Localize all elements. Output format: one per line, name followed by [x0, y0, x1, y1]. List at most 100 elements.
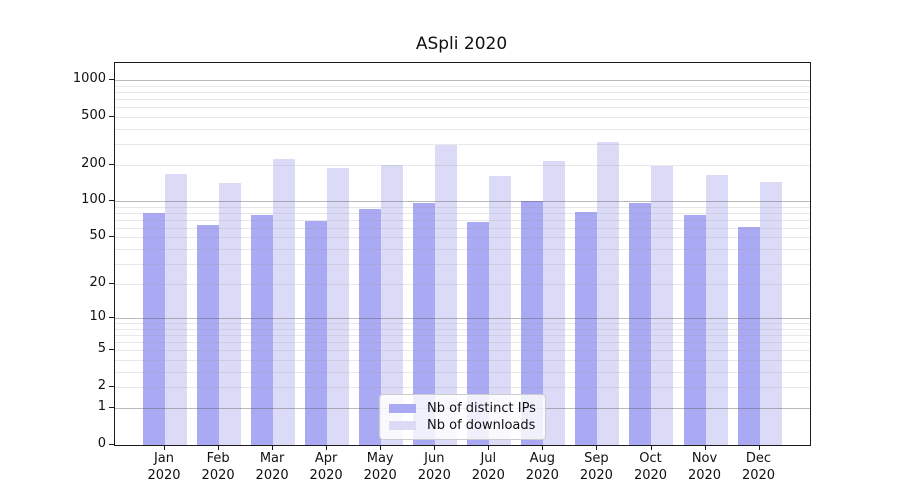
x-tick-month: Mar: [259, 451, 285, 466]
x-tick-mark: [164, 445, 165, 450]
y-tick-label: 200: [81, 156, 106, 172]
legend: Nb of distinct IPs Nb of downloads: [379, 394, 546, 440]
bar-may-downloads: [381, 165, 404, 445]
bar-jan-downloads: [165, 174, 187, 445]
bar-nov-downloads: [705, 175, 728, 445]
bar-apr-distinct-ips: [305, 220, 328, 445]
x-tick-mark: [488, 445, 490, 450]
y-tick-mark: [109, 236, 114, 238]
major-gridline: [115, 201, 810, 203]
x-tick-label: May 2020: [348, 450, 412, 484]
bar-jun-distinct-ips: [413, 202, 436, 445]
y-tick-mark: [109, 444, 114, 445]
x-tick-label: Sep 2020: [564, 450, 628, 484]
x-tick-mark: [704, 445, 706, 450]
minor-gridline: [115, 206, 810, 208]
bar-oct-downloads: [651, 166, 674, 445]
minor-gridline: [115, 387, 810, 388]
minor-gridline: [115, 329, 810, 330]
x-tick-year: 2020: [255, 468, 289, 483]
y-tick-mark: [109, 164, 114, 165]
bar-apr-downloads: [327, 168, 350, 445]
bar-mar-downloads: [273, 158, 296, 445]
y-tick-mark: [109, 115, 114, 117]
bar-jul-downloads: [489, 176, 512, 445]
x-tick-month: Jul: [480, 451, 497, 466]
x-tick-year: 2020: [687, 468, 722, 483]
y-tick-mark: [109, 283, 114, 285]
y-tick-mark: [109, 317, 114, 319]
minor-gridline: [115, 360, 810, 361]
x-tick-month: Jan: [153, 451, 175, 466]
minor-gridline: [115, 284, 810, 286]
bar-aug-downloads: [543, 161, 566, 445]
x-tick-year: 2020: [525, 468, 559, 483]
x-tick-label: Aug 2020: [510, 450, 574, 484]
minor-gridline: [115, 107, 810, 109]
y-tick-label: 20: [89, 275, 106, 291]
minor-gridline: [115, 342, 810, 344]
x-tick-year: 2020: [417, 468, 451, 483]
minor-gridline: [115, 350, 810, 352]
bar-aug-distinct-ips: [521, 201, 544, 445]
x-tick-mark: [380, 445, 382, 450]
x-tick-month: May: [366, 451, 394, 466]
x-tick-month: Dec: [745, 451, 772, 466]
x-tick-mark: [650, 445, 652, 450]
x-tick-mark: [596, 445, 598, 450]
y-tick-mark: [109, 200, 114, 202]
y-tick-label: 5: [97, 341, 106, 357]
legend-label: Nb of distinct IPs: [427, 401, 536, 416]
x-tick-mark: [218, 445, 220, 450]
minor-gridline: [115, 249, 810, 250]
x-tick-year: 2020: [201, 468, 235, 483]
minor-gridline: [115, 263, 810, 265]
minor-gridline: [115, 85, 810, 87]
bar-sep-downloads: [597, 142, 620, 445]
y-tick-label: 100: [81, 192, 106, 208]
x-tick-year: 2020: [579, 468, 613, 483]
x-tick-label: Dec 2020: [727, 450, 791, 484]
bar-jan-distinct-ips: [143, 213, 165, 445]
x-tick-label: Oct 2020: [619, 450, 683, 484]
minor-gridline: [115, 143, 810, 145]
x-tick-mark: [542, 445, 544, 450]
y-tick-label: 1000: [72, 71, 106, 87]
bar-oct-distinct-ips: [629, 202, 652, 445]
bar-dec-distinct-ips: [737, 227, 760, 445]
legend-swatch: [389, 421, 416, 430]
x-tick-label: Jan 2020: [132, 450, 196, 484]
x-tick-month: Nov: [691, 451, 718, 466]
y-tick-mark: [109, 407, 114, 409]
minor-gridline: [115, 220, 810, 221]
minor-gridline: [115, 237, 810, 239]
x-tick-label: Mar 2020: [240, 450, 304, 484]
minor-gridline: [115, 128, 810, 130]
x-tick-label: Apr 2020: [294, 450, 358, 484]
x-tick-mark: [326, 445, 328, 450]
x-tick-year: 2020: [471, 468, 505, 483]
bar-feb-downloads: [219, 182, 242, 445]
x-tick-month: Aug: [529, 451, 555, 466]
major-gridline: [115, 80, 810, 82]
x-tick-month: Sep: [584, 451, 609, 466]
y-tick-mark: [109, 386, 114, 387]
minor-gridline: [115, 371, 810, 373]
x-tick-month: Feb: [206, 451, 230, 466]
bar-mar-distinct-ips: [251, 215, 274, 445]
bar-feb-distinct-ips: [197, 224, 220, 445]
bar-nov-distinct-ips: [683, 215, 706, 445]
x-tick-year: 2020: [147, 468, 181, 483]
y-tick-label: 500: [81, 107, 106, 123]
x-tick-label: Feb 2020: [186, 450, 250, 484]
x-tick-year: 2020: [363, 468, 397, 483]
x-tick-label: Nov 2020: [673, 450, 737, 484]
x-tick-label: Jun 2020: [402, 450, 466, 484]
y-tick-label: 50: [89, 228, 106, 244]
minor-gridline: [115, 228, 810, 229]
legend-swatch: [389, 404, 416, 413]
y-tick-mark: [109, 349, 114, 351]
legend-item: Nb of downloads: [389, 417, 536, 434]
x-tick-label: Jul 2020: [456, 450, 520, 484]
bar-dec-downloads: [759, 182, 782, 445]
